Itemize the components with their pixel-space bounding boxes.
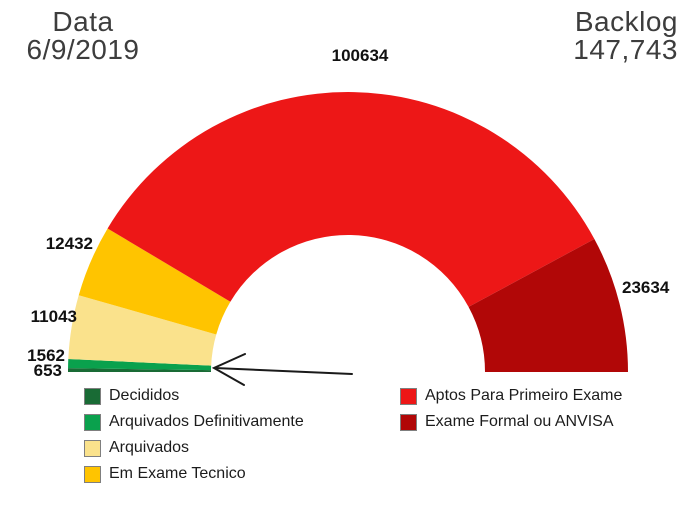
legend-item-em-exame-tecnico: Em Exame Tecnico	[84, 465, 304, 483]
donut-segments	[68, 91, 628, 372]
segment-exame-formal-ou-anvisa	[468, 238, 628, 372]
legend-swatch-arquivados-icon	[84, 439, 101, 457]
segment-arquivados-definitivamente	[68, 359, 212, 371]
value-label-decididos: 653	[33, 361, 62, 380]
date-value: 6/9/2019	[26, 34, 140, 65]
legend-swatch-arquivados-definitivamente-icon	[84, 413, 101, 431]
segment-arquivados	[68, 295, 217, 366]
legend-item-exame-formal-ou-anvisa: Exame Formal ou ANVISA	[400, 413, 622, 431]
legend-item-aptos-para-primeiro-exame: Aptos Para Primeiro Exame	[400, 387, 623, 405]
legend-label-arquivados-definitivamente: Arquivados Definitivamente	[109, 413, 304, 430]
legend-right-column: Aptos Para Primeiro Exame Exame Formal o…	[400, 387, 623, 440]
legend-label-em-exame-tecnico: Em Exame Tecnico	[109, 465, 246, 482]
value-label-arquivados: 11043	[30, 307, 77, 326]
value-label-arq-definitivamente: 1562	[27, 346, 65, 365]
segment-em-exame-tecnico	[78, 228, 231, 335]
backlog-block: Backlog 147,743	[573, 8, 678, 64]
date-block: Data 6/9/2019	[8, 8, 158, 64]
backlog-label: Backlog	[574, 6, 678, 37]
legend-swatch-exame-formal-ou-anvisa-icon	[400, 413, 417, 431]
date-label: Data	[52, 6, 114, 37]
annotation-arrow	[211, 353, 353, 386]
value-label-em-exame: 12432	[45, 234, 93, 253]
legend-swatch-aptos-para-primeiro-exame-icon	[400, 387, 417, 405]
backlog-value: 147,743	[573, 34, 678, 65]
legend-item-arquivados-definitivamente: Arquivados Definitivamente	[84, 413, 304, 431]
legend-label-exame-formal-ou-anvisa: Exame Formal ou ANVISA	[425, 413, 614, 430]
value-label-exame-formal: 23634	[622, 278, 670, 297]
legend-label-arquivados: Arquivados	[109, 439, 190, 456]
legend-label-aptos-para-primeiro-exame: Aptos Para Primeiro Exame	[425, 387, 623, 404]
legend-item-decididos: Decididos	[84, 387, 304, 405]
segment-decididos	[68, 368, 212, 372]
legend-left-column: Decididos Arquivados Definitivamente Arq…	[84, 387, 304, 492]
segment-aptos-para-primeiro-exame	[107, 91, 595, 307]
legend-swatch-em-exame-tecnico-icon	[84, 465, 101, 483]
value-label-aptos: 100634	[331, 46, 389, 65]
legend-item-arquivados: Arquivados	[84, 439, 304, 457]
legend-swatch-decididos-icon	[84, 387, 101, 405]
legend-label-decididos: Decididos	[109, 387, 180, 404]
